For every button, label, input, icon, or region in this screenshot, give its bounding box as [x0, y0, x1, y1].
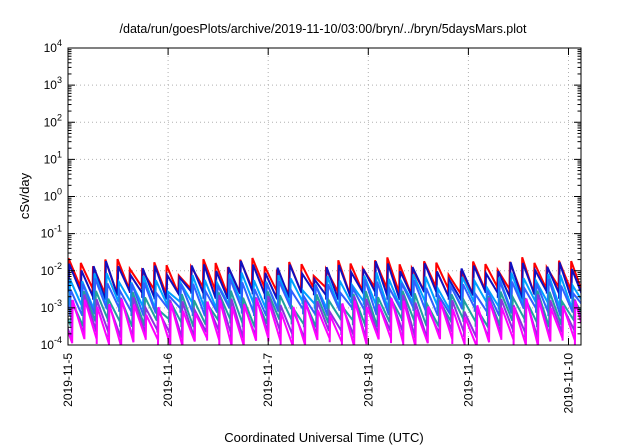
- x-tick-label: 2019-11-10: [561, 353, 575, 414]
- x-tick-label: 2019-11-5: [61, 353, 75, 407]
- y-tick-label: 100: [44, 187, 62, 204]
- y-tick-label: 101: [44, 149, 62, 166]
- y-axis-title: cSv/day: [17, 172, 32, 219]
- y-tick-label: 103: [44, 75, 62, 92]
- series-layer: [68, 256, 581, 345]
- y-axis: 10-4 10-3 10-2 10-1 100 101 102 103 104: [41, 38, 581, 352]
- series-line: [68, 298, 581, 345]
- y-tick-label: 102: [44, 112, 62, 129]
- x-tick-label: 2019-11-9: [461, 353, 475, 407]
- x-tick-label: 2019-11-6: [161, 353, 175, 407]
- y-tick-label: 104: [44, 38, 62, 55]
- y-tick-label: 10-3: [41, 298, 62, 315]
- y-tick-label: 10-2: [41, 261, 62, 278]
- x-axis-title: Coordinated Universal Time (UTC): [224, 430, 423, 445]
- x-tick-label: 2019-11-8: [361, 353, 375, 407]
- y-tick-label: 10-4: [41, 335, 62, 352]
- x-axis: 2019-11-5 2019-11-6 2019-11-7 2019-11-8 2019…: [61, 48, 575, 414]
- series-line: [68, 260, 581, 304]
- y-tick-label: 10-1: [41, 224, 62, 241]
- chart-title: /data/run/goesPlots/archive/2019-11-10/0…: [120, 22, 527, 36]
- x-tick-label: 2019-11-7: [261, 353, 275, 407]
